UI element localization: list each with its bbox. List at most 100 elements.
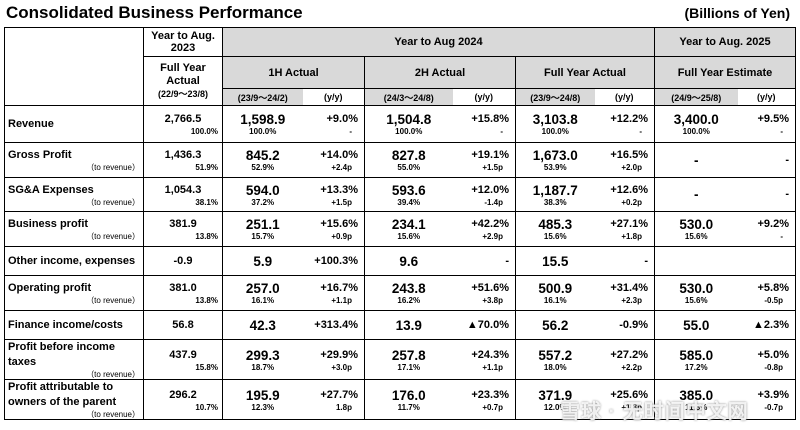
cell-fy24-yy-value: +25.6% (610, 388, 648, 401)
row-label: SG&A Expenses （to revenue） (4, 177, 144, 212)
row-label-value: Revenue (8, 117, 54, 130)
cell-fy24-value: 1,673.0 (532, 148, 578, 163)
header-fy25-yy: (y/y) (737, 88, 796, 106)
cell-fy24-value: 1,187.7 (532, 182, 578, 198)
cell-1h-value: 5.9 (253, 253, 273, 269)
cell-1h-yy-value: +15.6% (320, 218, 358, 230)
cell-fy2023-value: 296.2 (169, 388, 197, 401)
cell-fy25-yy-sub: -0.8p (764, 362, 783, 372)
cell-1h-sub: 12.3% (251, 402, 275, 412)
cell-fy24-yy-sub: - (639, 127, 642, 136)
cell-fy25 (654, 246, 738, 276)
cell-2h-yy-sub: +0.7p (482, 402, 503, 412)
cell-1h-yy-value: +313.4% (314, 318, 358, 331)
cell-fy25-yy-sub: -0.7p (764, 402, 783, 412)
table-row: Finance income/costs 56.8 42.3 +313.4% 13.9 ▲… (4, 310, 796, 340)
cell-fy24-yy-value: +31.4% (610, 282, 648, 294)
cell-2h: 176.0 11.7% (364, 379, 453, 420)
cell-fy25: 55.0 (654, 310, 738, 340)
cell-fy25-yy-value: - (785, 153, 789, 166)
cell-2h-sub: 55.0% (397, 163, 421, 172)
table-row: Gross Profit （to revenue） 1,436.3 51.9% 845.… (4, 142, 796, 178)
cell-2h: 1,504.8 100.0% (364, 105, 453, 143)
row-label-sub: （to revenue） (86, 197, 140, 207)
table-row: Business profit （to revenue） 381.9 13.8% 251… (4, 211, 796, 247)
cell-1h-yy-value: +13.3% (320, 183, 358, 196)
header-row-2: Full Year Actual (22/9～23/8) 1H Actual 2… (5, 56, 796, 106)
cell-fy24-yy-value: +16.5% (610, 149, 648, 161)
cell-fy25-yy: - (737, 142, 796, 178)
cell-fy24-value: 56.2 (542, 317, 569, 333)
cell-2h: 827.8 55.0% (364, 142, 453, 178)
row-label: Business profit （to revenue） (4, 211, 144, 247)
header-row-1: Year to Aug. 2023 Year to Aug 2024 Year … (4, 27, 796, 106)
cell-fy24-yy-sub: +1.8p (621, 232, 642, 241)
cell-fy25-yy: +9.2% - (737, 211, 796, 247)
cell-2h-sub: 39.4% (397, 197, 421, 207)
cell-fy25-yy-value: - (785, 188, 789, 200)
cell-1h-yy: +13.3% +1.5p (302, 177, 365, 212)
cell-2h-yy: ▲70.0% (452, 310, 516, 340)
cell-fy24-sub: 15.6% (543, 232, 567, 241)
table-row: SG&A Expenses （to revenue） 1,054.3 38.1% 594… (4, 177, 796, 212)
table-row: Other income, expenses -0.9 5.9 +100.3% 9.6 -… (4, 246, 796, 276)
cell-fy24-yy-sub: +2.2p (621, 362, 642, 372)
row-label: Profit attributable to owners of the par… (4, 379, 144, 420)
cell-1h: 5.9 (222, 246, 303, 276)
cell-fy24-value: 15.5 (542, 253, 569, 269)
cell-2h-yy-sub: +1.5p (482, 163, 503, 172)
header-fy2024: Year to Aug 2024 (222, 27, 655, 57)
header-2h: 2H Actual (364, 56, 516, 89)
cell-1h-yy: +16.7% +1.1p (302, 275, 365, 311)
cell-fy24: 15.5 (515, 246, 595, 276)
cell-2h-value: 1,504.8 (386, 112, 432, 127)
cell-fy25-yy-sub: -0.5p (764, 296, 783, 305)
cell-fy25: 530.0 15.6% (654, 275, 738, 311)
cell-2h-yy: +15.8% - (452, 105, 516, 143)
cell-1h-value: 251.1 (245, 217, 280, 232)
cell-fy24-value: 3,103.8 (532, 112, 578, 127)
cell-fy2023-value: 56.8 (172, 318, 194, 331)
cell-1h: 845.2 52.9% (222, 142, 303, 178)
cell-fy24: 371.9 12.0% (515, 379, 595, 420)
cell-fy24: 3,103.8 100.0% (515, 105, 595, 143)
header-1h-period: (23/9～24/2) (222, 88, 303, 106)
cell-fy24-yy-sub: +2.3p (621, 296, 642, 305)
cell-1h: 42.3 (222, 310, 303, 340)
cell-fy24: 56.2 (515, 310, 595, 340)
row-label-sub: （to revenue） (86, 370, 140, 379)
cell-fy24-yy: +12.6% +0.2p (594, 177, 655, 212)
header-corner (4, 27, 144, 106)
cell-fy2023-value: -0.9 (173, 254, 193, 267)
cell-fy25: 385.0 11.3% (654, 379, 738, 420)
row-label-sub: （to revenue） (86, 232, 140, 241)
cell-1h-yy-sub: +1.5p (331, 197, 352, 207)
cell-fy2023-sub: 38.1% (195, 197, 218, 207)
cell-fy24-value: 485.3 (538, 217, 573, 232)
cell-fy2023-sub: 13.8% (195, 232, 218, 241)
cell-2h-yy: +51.6% +3.8p (452, 275, 516, 311)
cell-fy25-yy-value: ▲2.3% (753, 318, 789, 331)
cell-2h-yy-sub: - (500, 127, 503, 136)
row-label: Operating profit （to revenue） (4, 275, 144, 311)
cell-1h-yy: +9.0% - (302, 105, 365, 143)
row-label-sub: （to revenue） (86, 296, 140, 305)
cell-2h: 257.8 17.1% (364, 339, 453, 380)
cell-1h-yy-sub: +0.9p (331, 232, 352, 241)
cell-2h-yy-value: ▲70.0% (466, 318, 509, 331)
cell-fy25-yy-value: +9.2% (757, 218, 790, 230)
cell-fy24-yy: -0.9% (594, 310, 655, 340)
header-fy24-period: (23/9～24/8) (515, 88, 595, 106)
cell-2h-yy-sub: -1.4p (484, 197, 503, 207)
cell-fy25-value: - (694, 152, 699, 168)
row-label-value: Operating profit (8, 282, 92, 294)
cell-fy24-sub: 18.0% (543, 362, 567, 372)
cell-fy24-yy-sub: +1.3p (621, 402, 642, 412)
cell-fy24-yy: +27.2% +2.2p (594, 339, 655, 380)
cell-fy2023-value: 1,054.3 (164, 183, 202, 196)
cell-fy25: 530.0 15.6% (654, 211, 738, 247)
cell-2h-yy-sub: +3.8p (482, 296, 503, 305)
row-label: Profit before income taxes （to revenue） (4, 339, 144, 380)
cell-fy25-value: - (694, 187, 699, 202)
table-row: Profit before income taxes （to revenue） 43… (4, 339, 796, 380)
